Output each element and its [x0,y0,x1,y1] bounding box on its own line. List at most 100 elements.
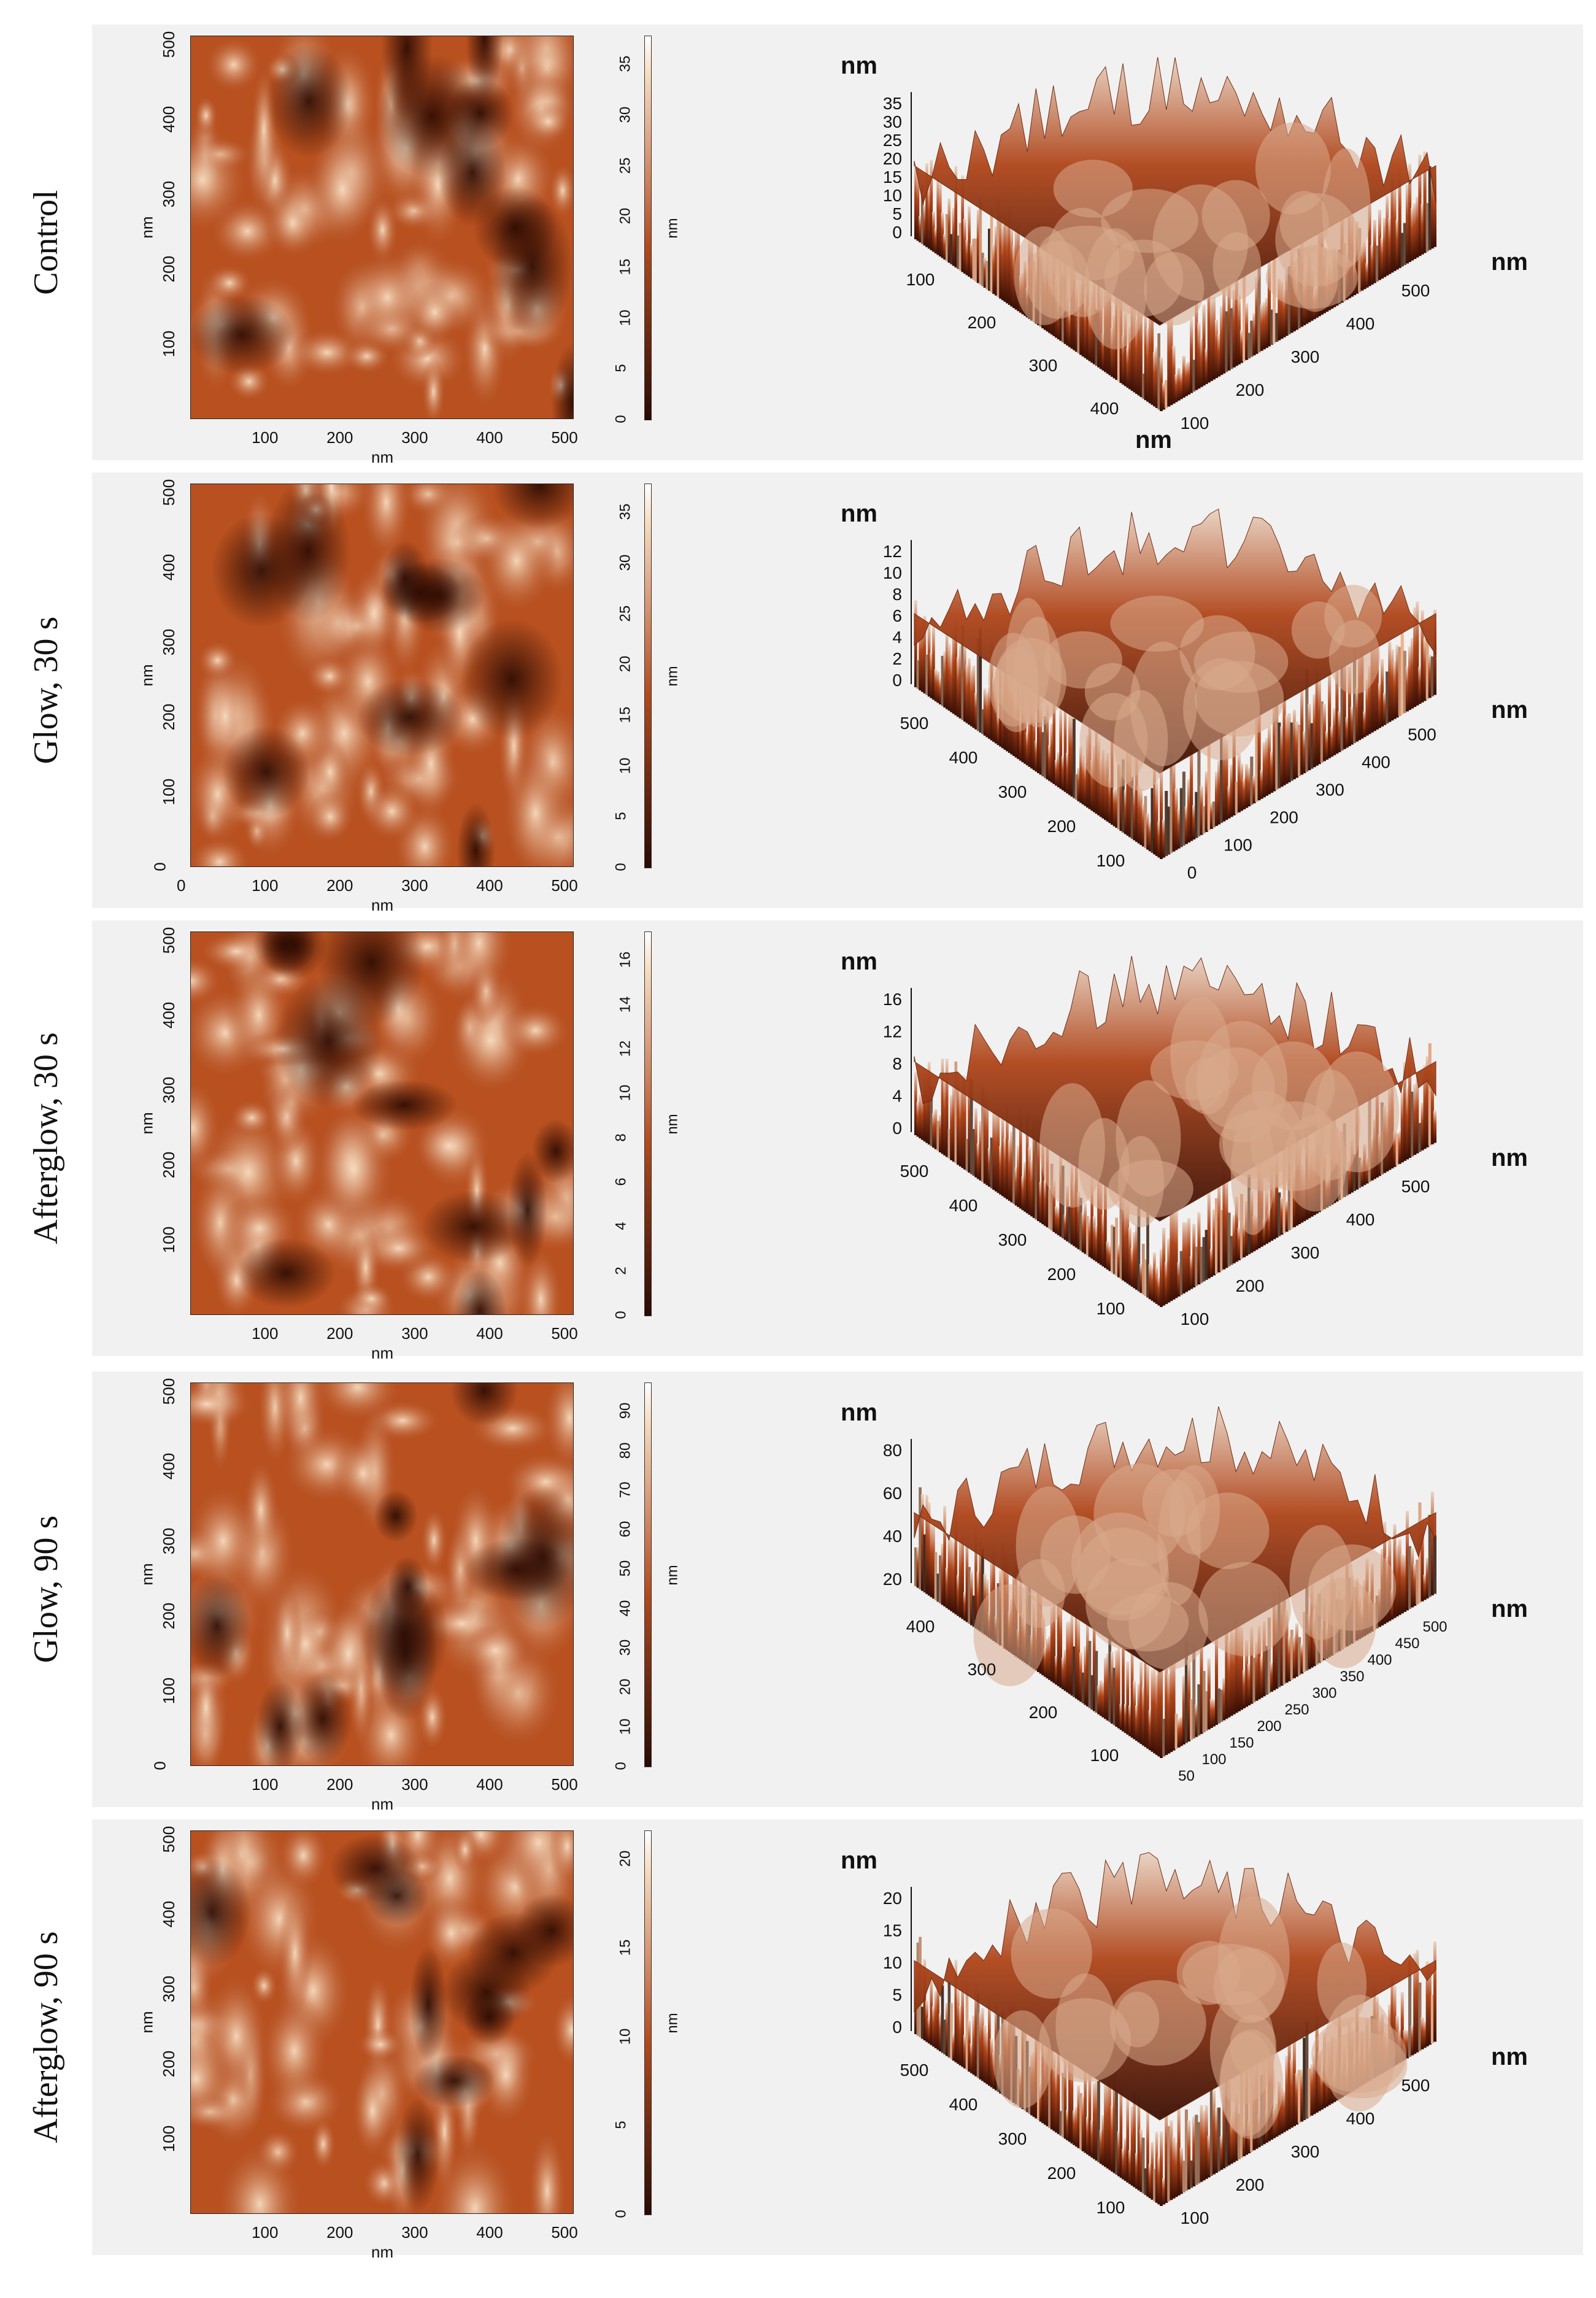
surface-z-tick: 2 [892,649,902,668]
colorbar-tick: 70 [617,1481,634,1498]
colorbar-unit-label: nm [664,2013,681,2034]
surface-right-tick: 200 [1236,2175,1265,2194]
map-x-tick: 400 [476,1775,503,1794]
map-y-axis-label: nm [137,664,156,687]
surface-left-tick: 300 [968,1660,997,1679]
surface-z-tick: 10 [883,186,902,205]
colorbar-tick: 35 [617,503,634,520]
surface-left-tick: 300 [1029,356,1058,375]
map-x-tick: 200 [326,1775,353,1794]
surface-z-tick: 30 [883,112,902,131]
row-label: Glow, 30 s [0,472,92,908]
colorbar-tick: 10 [617,1718,634,1735]
colorbar-unit-label: nm [664,218,681,239]
map-x-tick: 400 [476,1324,503,1343]
surface-right-tick: 500 [1401,1177,1430,1196]
surface-z-tick: 5 [892,204,902,223]
map-x-axis-label: nm [371,2243,394,2261]
surface-right-tick: 500 [1408,725,1436,744]
height-map-3d: 0 4 8 12 16 nm 500 400 300 200 100 100 200 300 400 500 n… [841,948,1528,1328]
map-y-tick: 200 [160,703,179,731]
colorbar-tick: 0 [612,1311,630,1319]
surface-left-tick: 500 [900,2061,929,2080]
surface-z-tick: 40 [883,1527,902,1546]
map-x-tick: 300 [401,2223,428,2242]
map-x-tick: 200 [326,1324,353,1343]
surface-left-unit: nm [1135,426,1172,453]
colorbar-tick: 25 [617,605,634,622]
colorbar-tick: 20 [617,1850,634,1867]
map-x-tick: 100 [252,2223,279,2242]
surface-left-tick: 200 [1047,2164,1076,2183]
colorbar [644,484,652,868]
surface-left-tick: 100 [1097,2198,1125,2217]
surface-right-tick: 300 [1291,2142,1320,2161]
surface-right-tick: 400 [1346,314,1375,333]
map-x-tick: 400 [476,2223,503,2242]
afm-panel: 0 100 200 300 400 500 nm 0 100 200 300 400 500 nm 0 5 10… [92,472,1583,914]
map-x-tick: 200 [326,2223,353,2242]
map-x-tick: 200 [326,876,353,895]
map-y-tick: 300 [160,1076,179,1103]
surface-z-tick: 0 [892,2018,902,2037]
map-y-tick: 500 [160,1378,179,1405]
surface-left-tick: 100 [906,270,935,289]
map-x-tick: 100 [252,876,279,895]
surface-right-tick: 200 [1257,1718,1281,1735]
map-x-tick: 100 [252,428,279,447]
map-y-tick: 300 [160,1527,179,1554]
colorbar-tick: 80 [617,1442,634,1459]
map-x-tick: 500 [551,2223,578,2242]
map-y-tick: 0 [150,862,169,871]
surface-z-tick: 4 [892,1087,902,1106]
colorbar-tick: 15 [617,1939,634,1956]
surface-right-tick: 100 [1201,1751,1226,1768]
surface-z-tick: 10 [883,563,902,582]
surface-right-tick: 400 [1362,753,1390,772]
colorbar-tick: 40 [617,1600,634,1617]
surface-left-tick: 100 [1097,1299,1125,1318]
surface-z-tick: 15 [883,168,902,187]
map-x-axis-label: nm [371,448,394,466]
surface-z-tick: 8 [892,1054,902,1073]
surface-right-tick: 100 [1181,2208,1209,2227]
surface-right-tick: 500 [1401,2076,1430,2095]
surface-right-tick: 300 [1312,1685,1336,1702]
surface-z-tick: 0 [892,223,902,242]
map-y-tick: 200 [160,1151,179,1179]
surface-right-tick: 500 [1401,281,1430,300]
surface-right-unit: nm [1491,696,1528,723]
colorbar-tick: 20 [617,207,634,225]
colorbar-tick: 0 [612,415,630,423]
surface-left-tick: 400 [906,1617,935,1636]
height-map-2d [190,484,574,867]
map-y-axis-label: nm [137,1112,156,1135]
colorbar-tick: 0 [612,2210,630,2218]
colorbar-tick: 30 [617,106,634,123]
surface-z-tick: 25 [883,131,902,150]
afm-panel: 100 200 300 400 500 nm 0 100 200 300 400 500 nm 0 10 20… [92,1371,1583,1813]
row-label-text: Afterglow, 90 s [27,1931,65,2143]
map-y-tick: 100 [160,778,179,806]
surface-right-tick: 100 [1224,836,1252,855]
colorbar-tick: 30 [617,1639,634,1656]
map-y-tick: 500 [160,927,179,954]
row-label-text: Glow, 30 s [27,616,65,765]
map-x-axis-label: nm [371,1795,394,1813]
map-x-axis-label: nm [371,896,394,914]
map-x-tick: 500 [551,1324,578,1343]
surface-left-tick: 200 [968,313,997,332]
colorbar-tick: 35 [617,55,634,72]
surface-z-unit: nm [841,500,877,527]
surface-right-tick: 200 [1270,808,1298,827]
map-y-tick: 400 [160,553,179,580]
colorbar-tick: 15 [617,706,634,723]
surface-right-tick: 0 [1187,863,1197,882]
surface-z-tick: 35 [883,94,902,113]
surface-right-tick: 350 [1340,1668,1364,1685]
colorbar-tick: 5 [612,812,630,820]
map-y-tick: 300 [160,1975,179,2002]
colorbar-tick: 30 [617,554,634,571]
surface-left-tick: 200 [1047,817,1076,836]
map-y-tick: 100 [160,1677,179,1705]
